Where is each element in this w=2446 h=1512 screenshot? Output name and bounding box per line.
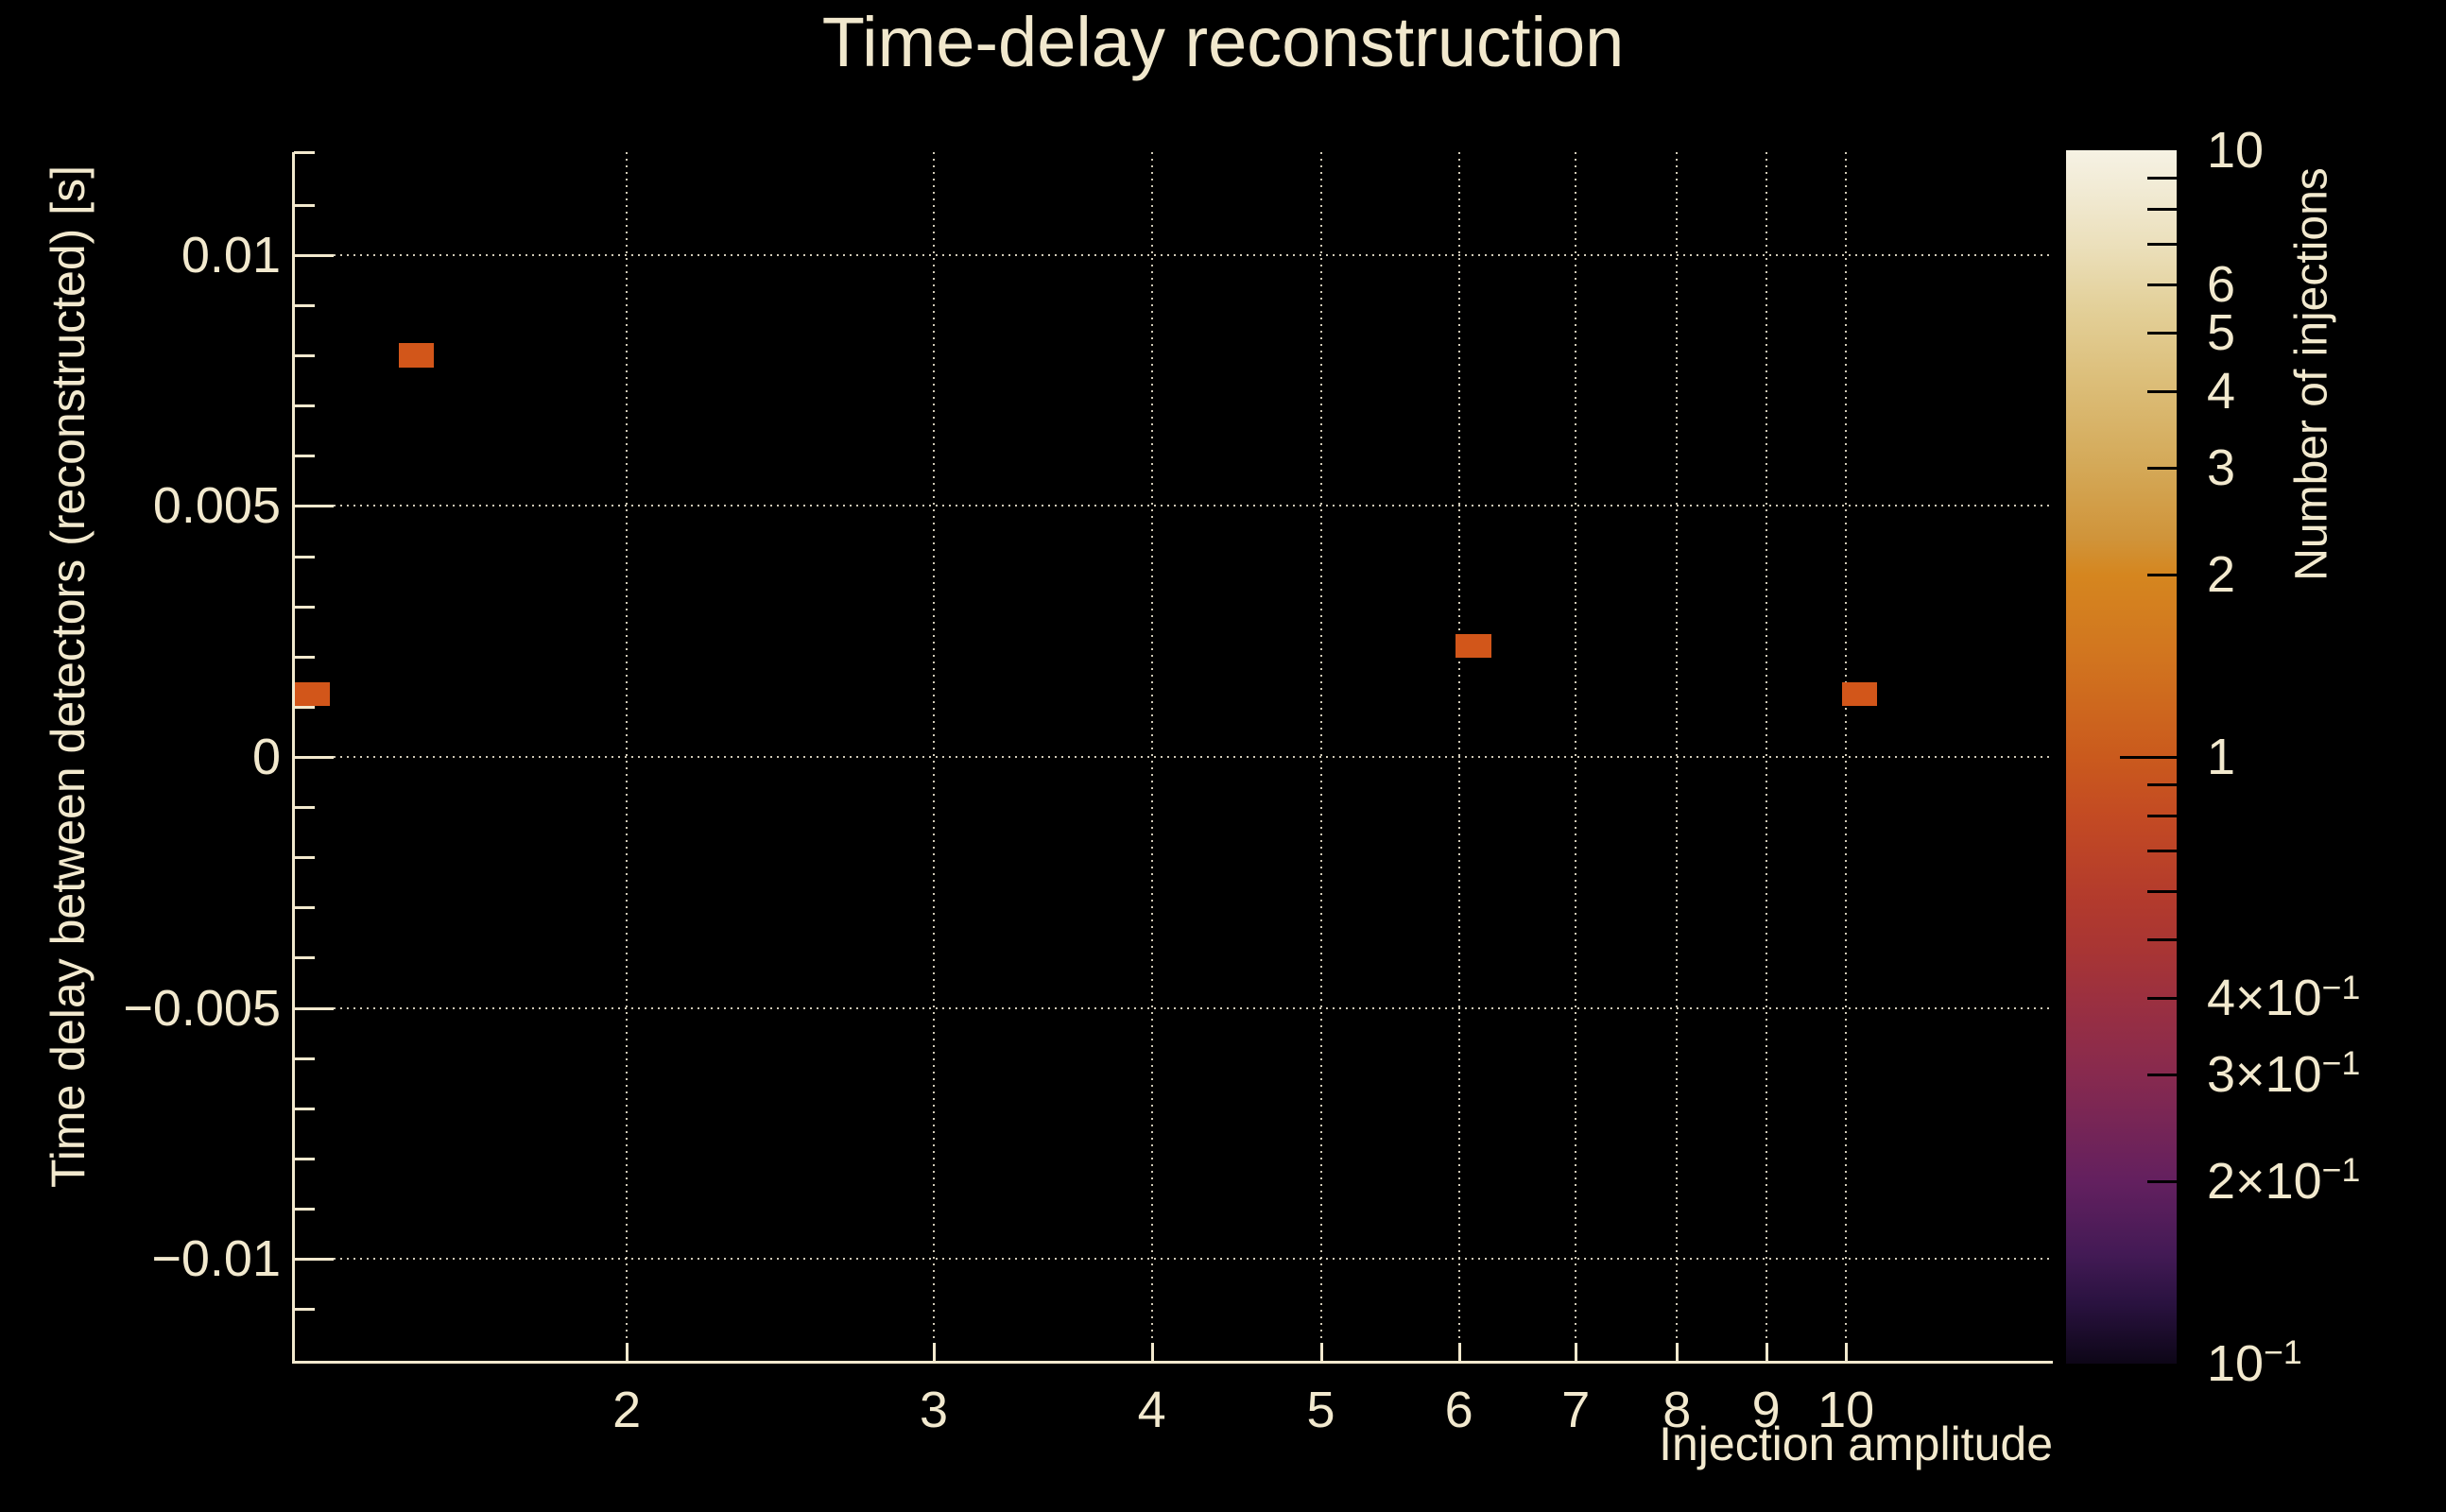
colorbar-tick-mark [2147,938,2177,942]
y-minor-tick-mark [294,1157,315,1160]
colorbar-title: Number of injections [2286,167,2337,581]
y-tick-mark [294,1006,334,1010]
y-gridline [294,253,2053,256]
colorbar-tick-label: 1 [2207,729,2236,785]
y-axis-title: Time delay between detectors (reconstruc… [42,165,95,1188]
y-minor-tick-mark [294,151,315,154]
x-tick-label: 9 [1751,1382,1781,1438]
colorbar-label-exponent: −1 [2264,1333,2302,1372]
y-minor-tick-mark [294,956,315,960]
colorbar-tick-mark [2147,997,2177,1001]
y-tick-label: 0 [251,729,281,785]
colorbar-tick-label: 10−1 [2207,1333,2302,1392]
colorbar-tick-label: 10 [2207,122,2265,179]
colorbar-tick-label: 4 [2207,363,2236,421]
y-minor-tick-mark [294,354,315,358]
y-minor-tick-mark [294,705,315,709]
y-minor-tick-mark [294,1057,315,1060]
colorbar-tick-mark [2147,390,2177,394]
y-minor-tick-mark [294,555,315,558]
y-minor-tick-mark [294,856,315,860]
y-minor-tick-mark [294,906,315,910]
colorbar-label-exponent: −1 [2321,1043,2361,1082]
y-minor-tick-mark [294,203,315,207]
heatmap-bin [1842,681,1878,706]
x-tick-label: 3 [920,1382,949,1438]
x-tick-label: 7 [1561,1382,1591,1438]
y-tick-mark [294,253,334,257]
x-tick-label: 4 [1137,1382,1166,1438]
y-tick-label: 0.01 [181,226,281,284]
x-tick-label: 10 [1817,1382,1875,1438]
x-tick-label: 6 [1444,1382,1473,1438]
y-gridline [294,1006,2053,1009]
x-tick-label: 2 [612,1382,642,1438]
colorbar-tick-label: 3 [2207,438,2236,496]
colorbar-tick-mark [2120,756,2177,759]
y-gridline [294,1258,2053,1261]
x-tick-mark [933,1343,937,1362]
y-minor-tick-mark [294,1107,315,1110]
x-tick-mark [626,1343,629,1362]
y-tick-mark [294,505,334,508]
x-tick-mark [1150,1343,1154,1362]
colorbar-tick-mark [2147,332,2177,335]
colorbar-tick-label: 3×10−1 [2207,1043,2361,1103]
colorbar-tick-label: 6 [2207,256,2236,314]
heatmap-bin [294,681,330,706]
x-axis-title: Injection amplitude [1659,1418,2053,1470]
y-minor-tick-mark [294,1208,315,1211]
x-tick-mark [1765,1343,1768,1362]
y-tick-label: 0.005 [152,477,281,535]
x-tick-mark [1575,1343,1578,1362]
x-tick-mark [1457,1343,1461,1362]
x-tick-mark [1845,1343,1849,1362]
y-minor-tick-mark [294,806,315,810]
y-tick-label: −0.01 [151,1230,281,1288]
x-tick-mark [1319,1343,1323,1362]
y-minor-tick-mark [294,605,315,609]
y-minor-tick-mark [294,404,315,408]
colorbar-tick-mark [2147,466,2177,470]
y-minor-tick-mark [294,455,315,458]
colorbar-tick-mark [2147,1073,2177,1076]
y-minor-tick-mark [294,1308,315,1312]
colorbar-tick-mark [2147,890,2177,894]
colorbar-tick-mark [2147,783,2177,787]
y-axis-line [292,152,295,1364]
y-tick-mark [294,1258,334,1262]
chart-title: Time-delay reconstruction [821,3,1625,81]
y-minor-tick-mark [294,303,315,307]
heatmap-bin [398,342,434,368]
heatmap-bin [1455,633,1491,658]
colorbar-tick-mark [2147,573,2177,576]
y-gridline [294,756,2053,758]
colorbar-tick-label: 2×10−1 [2207,1150,2361,1210]
colorbar-tick-label: 5 [2207,304,2236,362]
y-minor-tick-mark [294,655,315,659]
colorbar-label-exponent: −1 [2321,968,2361,1006]
colorbar-tick-mark [2147,243,2177,247]
x-tick-label: 5 [1306,1382,1335,1438]
colorbar-tick-label: 4×10−1 [2207,968,2361,1027]
colorbar-tick-mark [2147,208,2177,212]
colorbar-tick-label: 2 [2207,545,2236,603]
colorbar-tick-mark [2147,284,2177,287]
colorbar-tick-mark [2147,850,2177,853]
colorbar-tick-mark [2147,177,2177,180]
x-axis-line [292,1361,2053,1364]
colorbar-label-exponent: −1 [2321,1150,2361,1189]
y-gridline [294,505,2053,507]
y-tick-mark [294,756,334,759]
y-tick-label: −0.005 [123,979,281,1037]
x-tick-label: 8 [1662,1382,1692,1438]
colorbar-tick-mark [2147,815,2177,818]
colorbar-tick-mark [2147,1179,2177,1183]
x-tick-mark [1676,1343,1679,1362]
